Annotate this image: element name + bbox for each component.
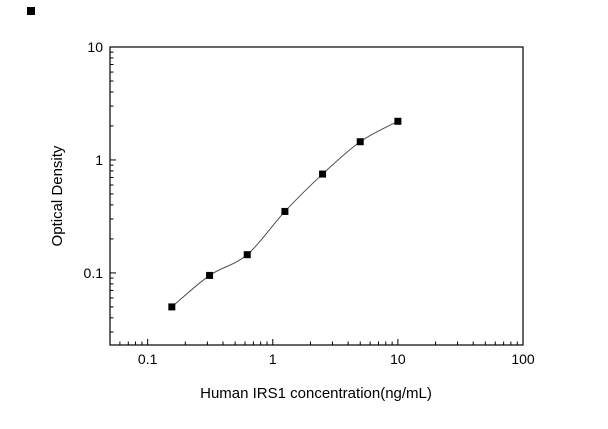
x-tick-label: 0.1 [138, 351, 158, 367]
y-axis-label: Optical Density [49, 145, 66, 246]
y-tick-label: 0.1 [84, 265, 104, 281]
data-point-marker [319, 170, 327, 178]
plot-area [109, 46, 524, 346]
x-axis-label: Human IRS1 concentration(ng/mL) [200, 385, 432, 402]
data-point-marker [281, 207, 289, 215]
y-tick-label: 1 [95, 152, 103, 168]
x-tick-label: 100 [511, 351, 535, 367]
x-tick-label: 1 [269, 351, 277, 367]
data-point-marker [356, 138, 364, 146]
data-point-marker [168, 303, 176, 311]
axis-ticks: 0.1 1 10 100 0.1 1 10 [84, 39, 535, 367]
data-layer [168, 117, 402, 311]
data-point-marker [243, 251, 251, 259]
data-point-marker [206, 271, 214, 279]
y-tick-label: 10 [87, 39, 103, 55]
legend-marker-icon [27, 7, 35, 15]
x-tick-label: 10 [390, 351, 406, 367]
data-point-marker [394, 117, 402, 125]
